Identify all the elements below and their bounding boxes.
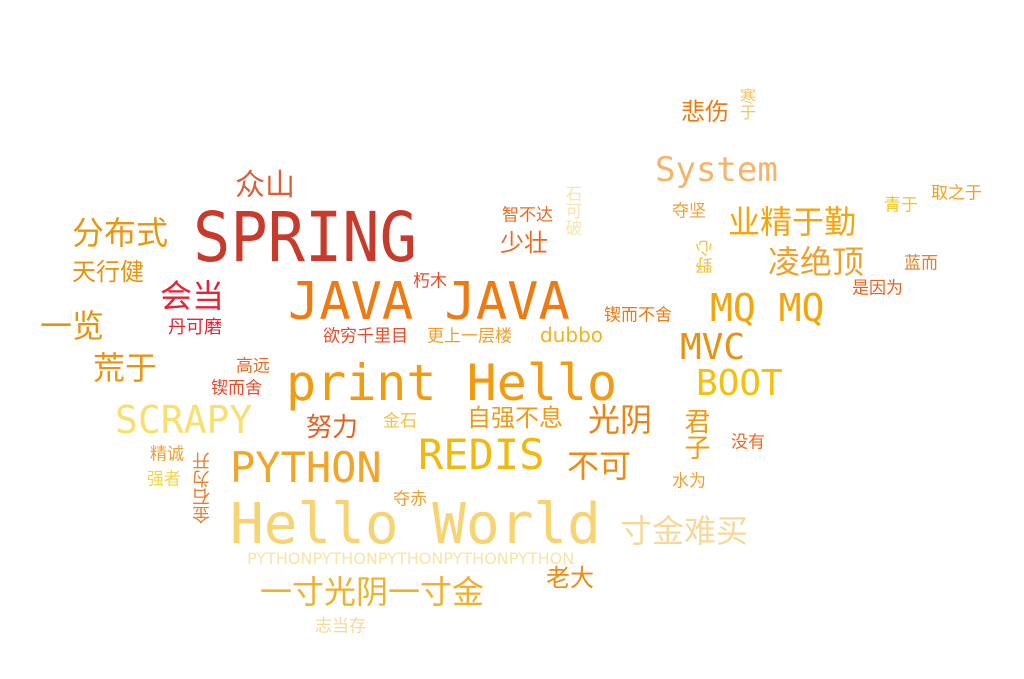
word-xiumu: 朽木 bbox=[413, 271, 447, 292]
word-scrapy: SCRAPY bbox=[115, 398, 253, 442]
word-shi-kepo: 石可破 bbox=[561, 185, 582, 236]
word-beishang: 悲伤 bbox=[681, 98, 729, 126]
word-lan-er: 蓝而 bbox=[904, 253, 938, 274]
word-laoda: 老大 bbox=[546, 564, 594, 592]
word-qingyu: 青于 bbox=[884, 195, 918, 216]
word-print-hello: print Hello bbox=[286, 354, 618, 412]
word-jinshi-weikai: 金石为开 bbox=[192, 452, 213, 524]
word-mq-mq: MQ MQ bbox=[710, 286, 825, 330]
word-shuiwei: 水为 bbox=[672, 471, 706, 492]
word-jinshi: 金石 bbox=[383, 411, 417, 432]
word-redis: REDIS bbox=[418, 430, 545, 479]
word-yexin: 野心 bbox=[696, 240, 717, 274]
word-system: System bbox=[655, 150, 778, 190]
word-buke: 不可 bbox=[567, 447, 632, 485]
word-junzi: 君子 bbox=[680, 408, 710, 460]
word-tianxingjian: 天行健 bbox=[72, 258, 144, 286]
word-yicun-guangyin: 一寸光阴一寸金 bbox=[260, 573, 485, 611]
word-huidang: 会当 bbox=[160, 277, 225, 315]
word-guangyin: 光阴 bbox=[588, 401, 653, 439]
word-dankemo: 丹可磨 bbox=[168, 317, 222, 338]
word-ziqiang-buxi: 自强不息 bbox=[467, 404, 563, 432]
word-python: PYTHON bbox=[230, 443, 382, 492]
word-huangyu: 荒于 bbox=[93, 349, 158, 387]
word-mvc: MVC bbox=[680, 327, 746, 368]
word-zhongshan: 众山 bbox=[235, 168, 295, 203]
word-yuqiong-qianli-mu: 欲穷千里目 bbox=[323, 326, 408, 347]
word-zhi-dang-cun: 志当存 bbox=[315, 616, 366, 637]
word-shi-yinwei: 是因为 bbox=[852, 278, 903, 299]
word-ling-jueding: 凌绝顶 bbox=[768, 243, 865, 281]
word-python-repeat: PYTHONPYTHONPYTHONPYTHONPYTHON bbox=[247, 549, 575, 568]
word-cunjin-nanmai: 寸金难买 bbox=[620, 512, 749, 550]
word-zhi-buda: 智不达 bbox=[502, 205, 553, 226]
word-java-java: JAVA JAVA bbox=[288, 272, 570, 332]
word-spring: SPRING bbox=[193, 197, 417, 278]
word-qie-er-she: 锲而舍 bbox=[211, 378, 262, 399]
word-gengshang-yiceng-lou: 更上一层楼 bbox=[427, 326, 512, 347]
word-qiangzhe: 强者 bbox=[147, 469, 181, 490]
word-qie-er-bushe: 锲而不舍 bbox=[604, 305, 672, 326]
word-quzhiyu: 取之于 bbox=[931, 183, 982, 204]
word-meiyou: 没有 bbox=[731, 432, 765, 453]
word-nuli: 努力 bbox=[306, 413, 359, 443]
word-gaoyuan: 高远 bbox=[236, 356, 270, 377]
word-fenbushi: 分布式 bbox=[72, 214, 169, 252]
word-jingcheng: 精诚 bbox=[150, 444, 184, 465]
word-hanyu: 寒于 bbox=[737, 88, 756, 120]
word-shaozhuang: 少壮 bbox=[500, 229, 548, 257]
word-yilan: 一览 bbox=[40, 307, 105, 345]
word-boot: BOOT bbox=[696, 363, 783, 404]
word-dubbo: dubbo bbox=[540, 323, 603, 347]
word-yejing-yuqin: 业精于勤 bbox=[728, 203, 857, 241]
word-duochi: 夺赤 bbox=[393, 489, 427, 510]
word-duojian: 夺坚 bbox=[672, 201, 706, 222]
word-hello-world: Hello World bbox=[230, 492, 601, 557]
